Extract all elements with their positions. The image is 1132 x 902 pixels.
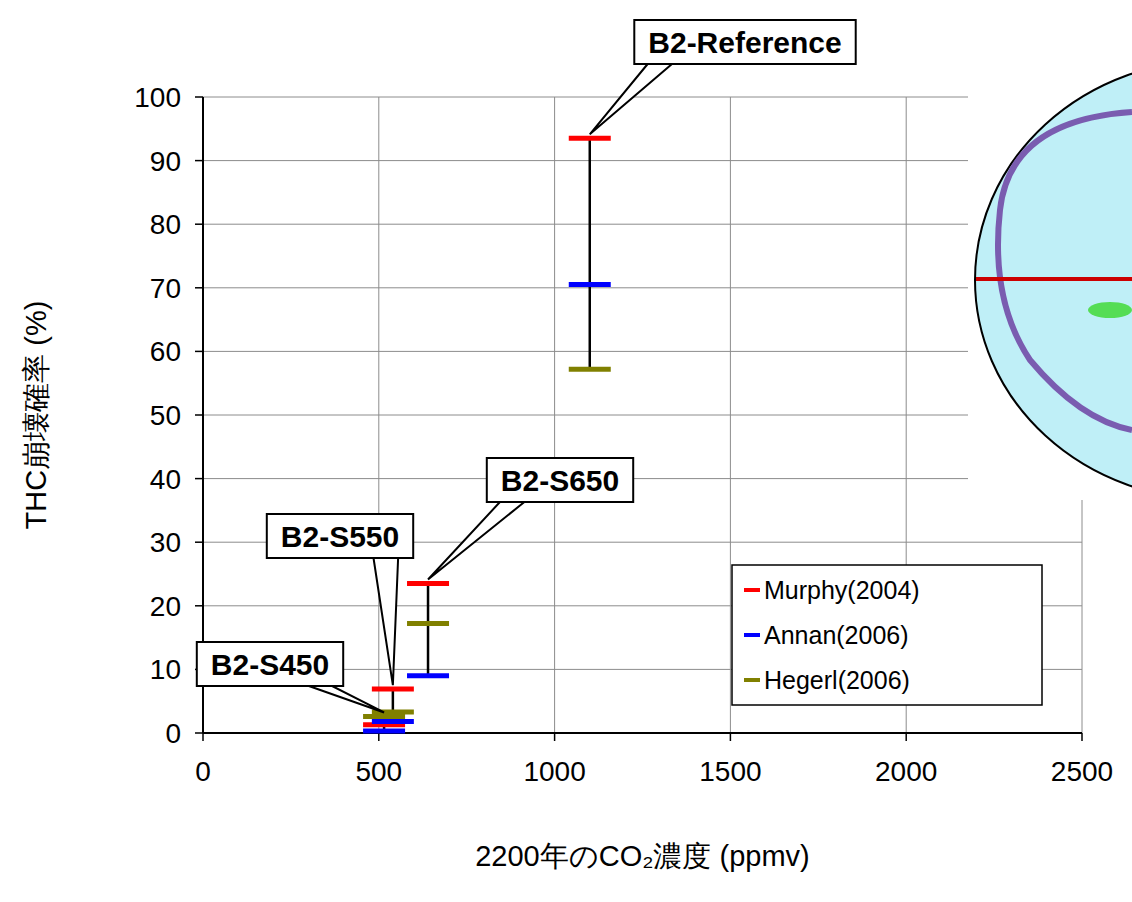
marks <box>363 138 611 731</box>
y-tick-label: 10 <box>150 654 181 685</box>
legend-label: Murphy(2004) <box>764 576 920 604</box>
legend-label: Annan(2006) <box>764 621 909 649</box>
y-tick-label: 80 <box>150 209 181 240</box>
callout-label: B2-S650 <box>501 464 619 497</box>
callout-box <box>634 20 855 64</box>
x-tick-label: 1000 <box>523 756 585 787</box>
dash-marker <box>569 282 611 287</box>
globe-group <box>968 60 1132 500</box>
x-tick <box>554 733 556 741</box>
x-tick-label: 0 <box>195 756 211 787</box>
dash-marker <box>363 729 405 734</box>
callout-label: B2-S450 <box>211 648 329 681</box>
x-tick <box>905 733 907 741</box>
range-line <box>589 138 592 369</box>
globe <box>975 60 1132 500</box>
dash-marker <box>372 719 414 724</box>
y-axis-title: THC崩壊確率 (%) <box>20 301 52 530</box>
callout-tail <box>303 684 384 712</box>
x-tick <box>202 733 204 741</box>
callout-box <box>267 514 413 558</box>
legend: Murphy(2004) Annan(2006) Hegerl(2006) <box>732 565 1042 705</box>
callout-box <box>197 642 343 686</box>
globe-land <box>1088 302 1132 318</box>
y-grid-line <box>203 478 1082 479</box>
x-tick-label: 2500 <box>1051 756 1113 787</box>
dash-marker <box>363 714 405 719</box>
y-tick <box>195 96 203 98</box>
grid <box>203 97 1082 733</box>
dash-marker <box>407 621 449 626</box>
dash-marker <box>372 687 414 692</box>
dash-marker <box>407 673 449 678</box>
x-axis <box>203 732 1082 734</box>
y-grid-line <box>203 415 1082 416</box>
dash-marker <box>407 581 449 586</box>
y-tick-label: 20 <box>150 591 181 622</box>
y-tick-label: 60 <box>150 336 181 367</box>
x-tick <box>378 733 380 741</box>
x-axis-title: 2200年のCO₂濃度 (ppmv) <box>475 840 810 872</box>
y-tick <box>195 414 203 416</box>
callout: B2-S650 <box>428 458 633 580</box>
callout-label: B2-Reference <box>648 26 841 59</box>
x-tick-label: 2000 <box>875 756 937 787</box>
y-grid-line <box>203 97 1082 98</box>
y-tick <box>195 541 203 543</box>
legend-swatch <box>744 633 760 637</box>
globe-current <box>998 112 1132 430</box>
callout-tail <box>373 556 398 685</box>
callout: B2-Reference <box>590 20 856 134</box>
legend-swatch <box>744 588 760 592</box>
y-tick <box>195 732 203 734</box>
dash-marker <box>569 136 611 141</box>
callout-box <box>487 458 633 502</box>
x-tick-label: 500 <box>355 756 402 787</box>
y-tick <box>195 478 203 480</box>
range-line <box>427 584 430 676</box>
x-tick <box>1081 733 1083 741</box>
callout: B2-S450 <box>197 642 384 712</box>
callout: B2-S550 <box>267 514 413 685</box>
y-tick <box>195 160 203 162</box>
x-grid-line <box>554 97 555 733</box>
y-grid-line <box>203 351 1082 352</box>
legend-label: Hegerl(2006) <box>764 666 910 694</box>
globe-equator <box>976 277 1132 281</box>
y-grid-line <box>203 287 1082 288</box>
globe-illustration <box>968 60 1132 500</box>
legend-swatch <box>744 678 760 682</box>
y-tick-label: 30 <box>150 527 181 558</box>
chart: 0102030405060708090100050010001500200025… <box>0 0 1132 902</box>
y-tick-label: 90 <box>150 146 181 177</box>
x-tick <box>730 733 732 741</box>
callout-tail <box>590 62 675 134</box>
y-grid-line <box>203 224 1082 225</box>
y-tick-label: 40 <box>150 464 181 495</box>
y-tick <box>195 351 203 353</box>
x-grid-line <box>730 97 731 733</box>
y-tick-label: 70 <box>150 273 181 304</box>
x-tick-label: 1500 <box>699 756 761 787</box>
legend-box <box>732 565 1042 705</box>
y-tick-label: 0 <box>165 718 181 749</box>
callout-label: B2-S550 <box>281 520 399 553</box>
y-tick-label: 100 <box>134 82 181 113</box>
y-grid-line <box>203 160 1082 161</box>
dash-marker <box>569 367 611 372</box>
y-grid-line <box>203 733 1082 734</box>
x-grid-line <box>203 97 204 733</box>
y-tick <box>195 287 203 289</box>
y-tick <box>195 605 203 607</box>
x-grid-line <box>378 97 379 733</box>
y-axis <box>202 97 204 733</box>
callout-tail <box>428 500 527 580</box>
y-tick <box>195 223 203 225</box>
y-tick-label: 50 <box>150 400 181 431</box>
